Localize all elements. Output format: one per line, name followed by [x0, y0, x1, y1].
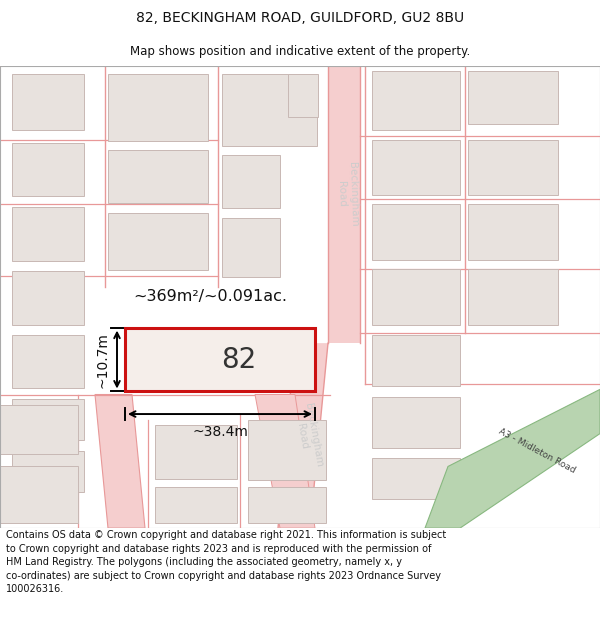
- Text: 82, BECKINGHAM ROAD, GUILDFORD, GU2 8BU: 82, BECKINGHAM ROAD, GUILDFORD, GU2 8BU: [136, 11, 464, 26]
- Bar: [222, 74, 317, 146]
- Bar: [12, 451, 84, 492]
- Text: A3 - Midleton Road: A3 - Midleton Road: [497, 427, 577, 475]
- Bar: [222, 155, 280, 209]
- Bar: [155, 426, 237, 479]
- Bar: [468, 71, 558, 124]
- Bar: [125, 328, 315, 391]
- Bar: [372, 269, 460, 324]
- Bar: [248, 487, 326, 523]
- Bar: [372, 397, 460, 448]
- Bar: [222, 217, 280, 278]
- Bar: [108, 74, 208, 141]
- Text: ~10.7m: ~10.7m: [95, 332, 109, 388]
- Bar: [12, 399, 84, 440]
- Polygon shape: [255, 394, 315, 528]
- Bar: [248, 420, 326, 480]
- Text: Contains OS data © Crown copyright and database right 2021. This information is : Contains OS data © Crown copyright and d…: [6, 530, 446, 594]
- Bar: [12, 142, 84, 196]
- Bar: [12, 74, 84, 131]
- Bar: [372, 204, 460, 260]
- Bar: [372, 71, 460, 131]
- Bar: [12, 271, 84, 324]
- Text: Map shows position and indicative extent of the property.: Map shows position and indicative extent…: [130, 45, 470, 58]
- Bar: [372, 139, 460, 195]
- Bar: [468, 204, 558, 260]
- Bar: [108, 213, 208, 270]
- Text: Beckingham
Road: Beckingham Road: [335, 161, 359, 227]
- Bar: [288, 74, 318, 117]
- Bar: [12, 208, 84, 261]
- Bar: [0, 405, 78, 454]
- Bar: [108, 150, 208, 203]
- Polygon shape: [278, 343, 328, 528]
- Text: ~369m²/~0.091ac.: ~369m²/~0.091ac.: [133, 289, 287, 304]
- Bar: [0, 466, 78, 523]
- Bar: [372, 335, 460, 386]
- Text: Beckingham
Road: Beckingham Road: [292, 402, 324, 469]
- Polygon shape: [425, 389, 600, 528]
- Text: 82: 82: [221, 346, 257, 374]
- Bar: [372, 458, 460, 499]
- Text: ~38.4m: ~38.4m: [192, 426, 248, 439]
- Bar: [468, 139, 558, 195]
- Polygon shape: [328, 66, 360, 343]
- Bar: [155, 487, 237, 523]
- Bar: [12, 335, 84, 388]
- Bar: [468, 269, 558, 324]
- Polygon shape: [95, 394, 145, 528]
